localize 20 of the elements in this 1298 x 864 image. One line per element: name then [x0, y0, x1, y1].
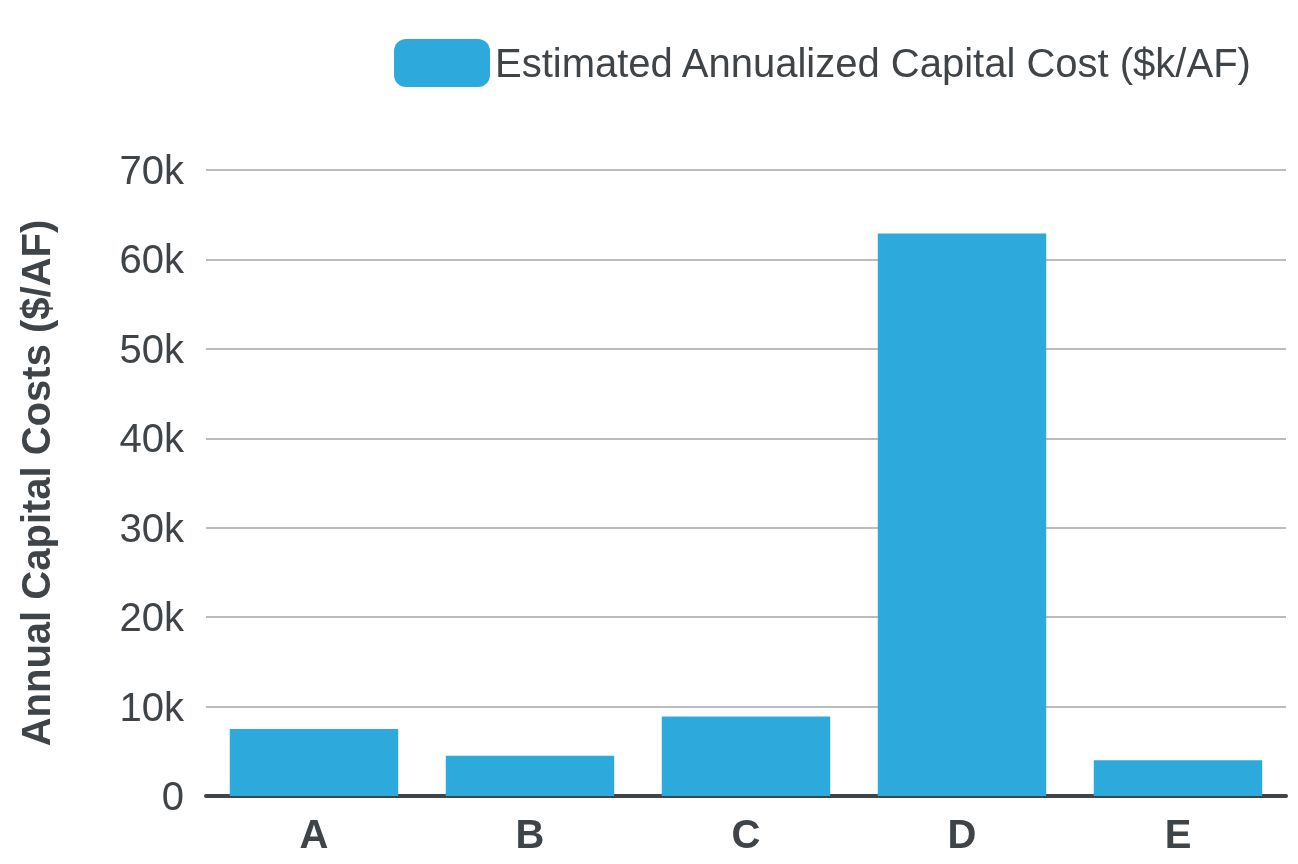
bar	[877, 233, 1047, 796]
y-tick-label: 50k	[119, 326, 185, 371]
y-tick-label: 20k	[119, 595, 185, 640]
bar	[445, 755, 615, 796]
bar	[229, 728, 399, 796]
x-tick-label: E	[1164, 812, 1192, 856]
y-tick-label: 40k	[119, 416, 185, 461]
y-tick-label: 60k	[119, 237, 185, 282]
y-tick-label: 70k	[119, 148, 185, 192]
x-tick-label: D	[947, 812, 977, 856]
bar	[1093, 760, 1263, 796]
y-tick-label: 10k	[119, 684, 185, 729]
y-tick-label: 0	[161, 774, 184, 818]
bar	[661, 716, 831, 796]
x-tick-label: B	[515, 812, 545, 856]
legend-label: Estimated Annualized Capital Cost ($k/AF)	[495, 41, 1251, 85]
x-tick-label: A	[299, 812, 329, 856]
x-tick-label: C	[731, 812, 761, 856]
y-axis-title: Annual Capital Costs ($/AF)	[14, 219, 58, 747]
y-tick-label: 30k	[119, 505, 185, 550]
